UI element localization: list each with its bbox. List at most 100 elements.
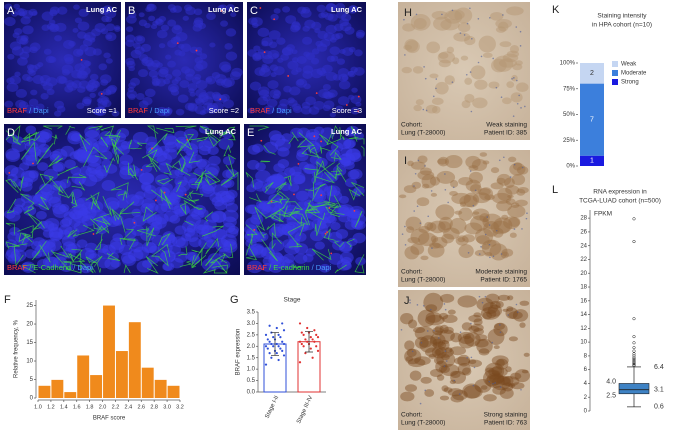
nucleus [335,3,346,12]
tissue-region [450,370,461,379]
nucleus [39,183,53,194]
tissue-region [468,171,483,184]
data-point [304,338,307,341]
chart-title: in HPA cohort (n=10) [592,22,652,29]
membrane-stain [205,237,219,255]
membrane-stain [191,242,207,253]
membrane-stain [260,160,271,163]
x-tick-label: Stage III-IV [296,395,314,425]
y-tick-label: 22 [580,257,587,263]
data-point [279,336,282,339]
nucleus [182,15,189,21]
hematoxylin-nucleus [451,81,454,83]
hematoxylin-nucleus [478,295,481,298]
nucleus [219,4,228,11]
nucleus [295,190,309,202]
nucleus [316,4,327,13]
data-point [275,326,278,330]
membrane-stain [102,195,112,217]
membrane-stain [261,238,278,262]
tissue-region [470,65,486,80]
nucleus [35,210,47,220]
membrane-stain [35,173,54,195]
tissue-region [439,293,455,303]
tissue-region [425,304,438,313]
membrane-stain [279,208,287,223]
hematoxylin-nucleus [516,311,519,313]
nucleus [314,241,325,250]
tissue-region [497,187,513,201]
staining-label: Moderate staining [475,269,527,276]
membrane-stain [103,157,115,174]
membrane-stain [145,256,159,274]
tissue-region [484,362,505,380]
membrane-stain [331,151,342,162]
y-axis-label: FPKM [594,211,612,218]
nucleus [160,24,170,32]
membrane-stain [201,225,224,237]
data-point [282,329,286,332]
nucleus [80,59,91,68]
membrane-stain [13,243,28,267]
nucleus [249,81,262,91]
data-point [313,340,316,343]
tissue-region [417,309,436,328]
hematoxylin-nucleus [521,166,524,169]
tissue-region [472,97,488,109]
tissue-region [402,23,416,32]
membrane-stain [304,168,318,183]
tissue-region [463,385,483,399]
nucleus [89,92,96,98]
hematoxylin-nucleus [432,95,435,98]
braf-signal [273,18,276,21]
nucleus [103,52,111,59]
nucleus [351,87,358,93]
nucleus [161,234,178,248]
membrane-stain [176,134,195,155]
braf-signal [353,209,356,212]
y-tick-label: 12 [580,326,587,332]
membrane-stain [57,165,78,176]
x-tick-label: 2.4 [125,404,133,410]
nucleus [5,150,21,162]
nucleus [300,8,312,18]
stain-name: BRAF [128,106,148,115]
panel-letter: L [552,184,558,196]
membrane-stain [216,131,228,136]
tissue-region [474,228,494,245]
nucleus [128,11,137,19]
nucleus [78,80,90,89]
nucleus [73,4,80,10]
membrane-stain [348,188,361,201]
tissue-region [419,167,432,176]
hematoxylin-nucleus [515,303,518,306]
x-tick-label: 3.0 [163,404,171,410]
nucleus [230,12,237,18]
tissue-region [468,314,483,323]
nucleus [59,218,71,228]
membrane-stain [92,213,111,225]
nucleus [296,55,307,64]
braf-signal [133,221,136,224]
tissue-region [429,333,446,348]
nucleus [15,99,26,109]
stain-legend: BRAF / Dapi [250,106,292,115]
y-tick-label: 2 [584,395,588,401]
data-point [315,345,318,348]
nucleus [209,42,216,48]
patient-label: Patient ID: 385 [484,130,527,137]
bar [103,305,115,398]
nucleus [164,73,173,80]
tissue-region [457,237,466,243]
hematoxylin-nucleus [401,233,404,235]
y-tick-label: 8 [584,353,588,359]
nucleus [197,208,209,218]
tissue-region [509,232,517,238]
y-tick-label: 16 [580,298,587,304]
hematoxylin-nucleus [416,205,419,208]
tissue-region [436,170,456,184]
membrane-stain [271,214,284,223]
tissue-region [441,340,450,345]
y-tick-label: 5 [30,377,34,383]
bar [154,379,167,398]
